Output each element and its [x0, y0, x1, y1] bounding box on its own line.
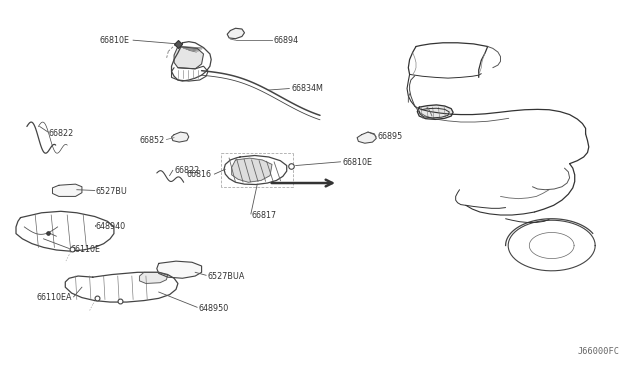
Text: 648950: 648950 — [198, 304, 228, 312]
Polygon shape — [232, 158, 272, 182]
Text: 66110EA: 66110EA — [36, 293, 72, 302]
Text: 66110E: 66110E — [70, 245, 100, 254]
Text: 648940: 648940 — [96, 222, 126, 231]
Polygon shape — [417, 105, 453, 119]
Text: 66822: 66822 — [49, 129, 74, 138]
Polygon shape — [172, 132, 189, 142]
Text: 66810E: 66810E — [100, 36, 130, 45]
Polygon shape — [357, 132, 376, 143]
Polygon shape — [174, 46, 204, 69]
Text: 66816: 66816 — [186, 170, 211, 179]
Polygon shape — [227, 28, 244, 39]
Text: 66817: 66817 — [252, 211, 276, 220]
Polygon shape — [52, 184, 82, 196]
Text: 66810E: 66810E — [342, 158, 372, 167]
Polygon shape — [157, 261, 202, 278]
Text: 66834M: 66834M — [291, 84, 323, 93]
Polygon shape — [140, 272, 168, 283]
Text: 6527BU: 6527BU — [96, 187, 128, 196]
Text: J66000FC: J66000FC — [577, 347, 620, 356]
Text: 66895: 66895 — [378, 132, 403, 141]
Text: 66852: 66852 — [140, 136, 165, 145]
Text: 66894: 66894 — [274, 36, 299, 45]
Text: 66822: 66822 — [174, 166, 199, 175]
Text: 6527BUA: 6527BUA — [208, 272, 245, 280]
